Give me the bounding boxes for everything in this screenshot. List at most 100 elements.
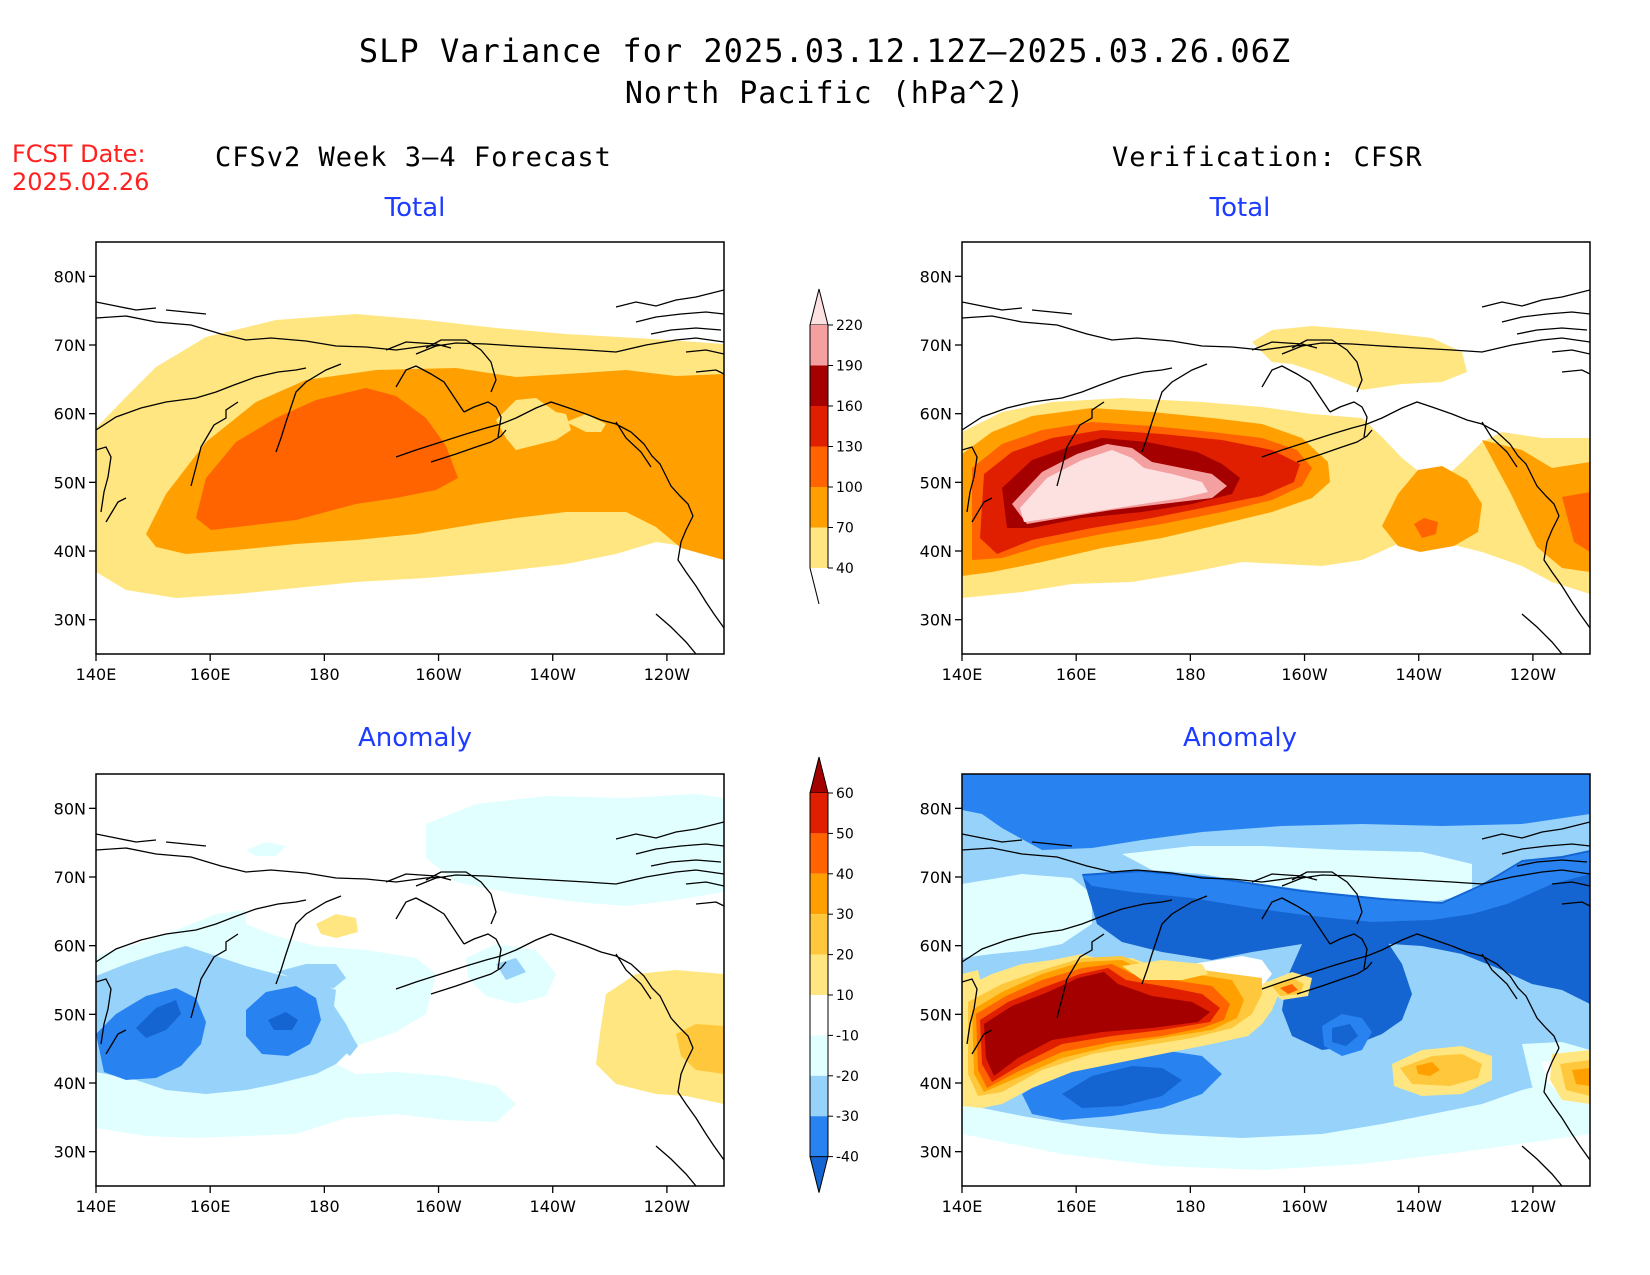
verification-column-heading: Verification: CFSR — [1112, 142, 1423, 173]
verification-anomaly-lon-label: 140E — [942, 1197, 983, 1216]
verification-total-lat-label: 40N — [920, 542, 952, 561]
cbar-anom-tick-label: -40 — [836, 1150, 859, 1166]
cbar-anom-segment — [810, 1035, 828, 1076]
forecast-total-lat-label: 80N — [54, 267, 86, 286]
cbar-anom-segment — [810, 954, 828, 995]
panel-title-verification-anomaly: Anomaly — [1182, 723, 1298, 753]
verification-total-lon-label: 120W — [1510, 665, 1557, 684]
verification-total-lon-label: 140E — [942, 665, 983, 684]
cbar-anom-segment — [810, 873, 828, 915]
panel-title-forecast-total: Total — [384, 193, 446, 223]
forecast-anomaly-lat-label: 30N — [54, 1143, 86, 1162]
forecast-anomaly-lon-label: 140W — [530, 1197, 577, 1216]
forecast-anomaly-lat-label: 70N — [54, 868, 86, 887]
cbar-anom-tick-label: -10 — [836, 1028, 859, 1044]
forecast-anomaly-lon-label: 180 — [309, 1197, 340, 1216]
forecast-total-lon-label: 160W — [415, 665, 462, 684]
verification-anomaly-lat-label: 30N — [920, 1143, 952, 1162]
forecast-anomaly-lon-label: 160E — [190, 1197, 231, 1216]
cbar-total-tick-label: 190 — [836, 359, 863, 375]
forecast-total-map — [96, 242, 724, 654]
panel-title-verification-total: Total — [1209, 193, 1271, 223]
forecast-anomaly-frame — [95, 773, 725, 1187]
verification-anomaly-lat-label: 40N — [920, 1074, 952, 1093]
cbar-total-tick-label: 220 — [836, 318, 863, 334]
verification-anomaly-lat-label: 80N — [920, 799, 952, 818]
cbar-anom-tick-label: 20 — [836, 948, 854, 964]
forecast-date-label: FCST Date: — [12, 140, 146, 168]
forecast-total-frame — [95, 241, 725, 655]
chart-title: SLP Variance for 2025.03.12.12Z–2025.03.… — [358, 32, 1292, 70]
verification-anomaly-frame — [961, 773, 1591, 1187]
verification-anomaly-lat-label: 60N — [920, 937, 952, 956]
cbar-anom-tick-label: -30 — [836, 1109, 859, 1125]
cbar-total-tick-label: 160 — [836, 399, 863, 415]
cbar-total-top-arrow — [809, 288, 829, 326]
forecast-total-lat-label: 60N — [54, 405, 86, 424]
verification-anomaly-map — [962, 774, 1590, 1186]
verification-anomaly-lat-label: 50N — [920, 1005, 952, 1024]
forecast-anomaly-lat-label: 80N — [54, 799, 86, 818]
forecast-anomaly-lat-label: 60N — [54, 937, 86, 956]
verification-anomaly-lon-label: 160E — [1056, 1197, 1097, 1216]
cbar-total-segment — [810, 446, 828, 487]
verification-anomaly-lon-label: 160W — [1281, 1197, 1328, 1216]
forecast-total-lat-label: 70N — [54, 336, 86, 355]
cbar-anom-segment — [810, 914, 828, 955]
cbar-anom-top-arrow — [809, 756, 829, 794]
forecast-total-lat-label: 40N — [54, 542, 86, 561]
cbar-total-segment — [810, 487, 828, 528]
colorbar-total: 40 70 100 130 160 190 220 — [809, 288, 863, 605]
forecast-total-lat-label: 50N — [54, 473, 86, 492]
verification-anomaly-lon-label: 140W — [1396, 1197, 1443, 1216]
verification-total-map — [962, 242, 1590, 654]
axes: 80N 70N 60N 50N 40N 30N 140E 160E 180 160W 140W 120… — [54, 267, 1557, 1216]
panel-title-forecast-anomaly: Anomaly — [357, 723, 473, 753]
cbar-total-tick-label: 100 — [836, 480, 863, 496]
cbar-total-tick-label: 40 — [836, 561, 854, 577]
forecast-total-lon-label: 160E — [190, 665, 231, 684]
colorbar-anomaly: -40 -30 -20 -10 10 20 30 40 50 60 — [809, 756, 859, 1193]
forecast-anomaly-lon-label: 120W — [644, 1197, 691, 1216]
verification-total-lon-label: 160E — [1056, 665, 1097, 684]
forecast-date-value: 2025.02.26 — [12, 168, 150, 196]
cbar-total-tick-label: 130 — [836, 440, 863, 456]
forecast-anomaly-lon-label: 140E — [76, 1197, 117, 1216]
cbar-anom-tick-label: 40 — [836, 867, 854, 883]
forecast-anomaly-lat-label: 50N — [54, 1005, 86, 1024]
cbar-anom-segment — [810, 793, 828, 834]
forecast-total-lon-label: 180 — [309, 665, 340, 684]
cbar-anom-tick-label: 50 — [836, 826, 854, 842]
verification-total-lon-label: 160W — [1281, 665, 1328, 684]
verification-total-lat-label: 30N — [920, 611, 952, 630]
forecast-total-lon-label: 140W — [530, 665, 577, 684]
cbar-anom-segment — [810, 1116, 828, 1157]
cbar-anom-tick-label: -20 — [836, 1069, 859, 1085]
verification-anomaly-lon-label: 120W — [1510, 1197, 1557, 1216]
cbar-total-segment — [810, 365, 828, 406]
verification-total-lon-label: 140W — [1396, 665, 1443, 684]
forecast-total-lon-label: 120W — [644, 665, 691, 684]
forecast-anomaly-lon-label: 160W — [415, 1197, 462, 1216]
verification-total-lon-label: 180 — [1175, 665, 1206, 684]
verification-total-lat-label: 80N — [920, 267, 952, 286]
forecast-anomaly-lat-label: 40N — [54, 1074, 86, 1093]
cbar-anom-tick-label: 10 — [836, 988, 854, 1004]
forecast-total-lon-label: 140E — [76, 665, 117, 684]
cbar-anom-bottom-arrow — [809, 1156, 829, 1193]
cbar-anom-segment — [810, 833, 828, 874]
verification-total-lat-label: 70N — [920, 336, 952, 355]
forecast-total-lat-label: 30N — [54, 611, 86, 630]
verification-total-lat-label: 60N — [920, 405, 952, 424]
forecast-column-heading: CFSv2 Week 3–4 Forecast — [215, 142, 612, 173]
cbar-anom-tick-label: 30 — [836, 907, 854, 923]
cbar-total-segment — [810, 527, 828, 568]
verification-total-frame — [961, 241, 1591, 655]
cbar-anom-tick-label: 60 — [836, 786, 854, 802]
cbar-total-tick-label: 70 — [836, 521, 854, 537]
verification-anomaly-lon-label: 180 — [1175, 1197, 1206, 1216]
forecast-anomaly-map — [96, 774, 724, 1186]
cbar-anom-segment — [810, 995, 828, 1036]
cbar-total-segment — [810, 406, 828, 447]
